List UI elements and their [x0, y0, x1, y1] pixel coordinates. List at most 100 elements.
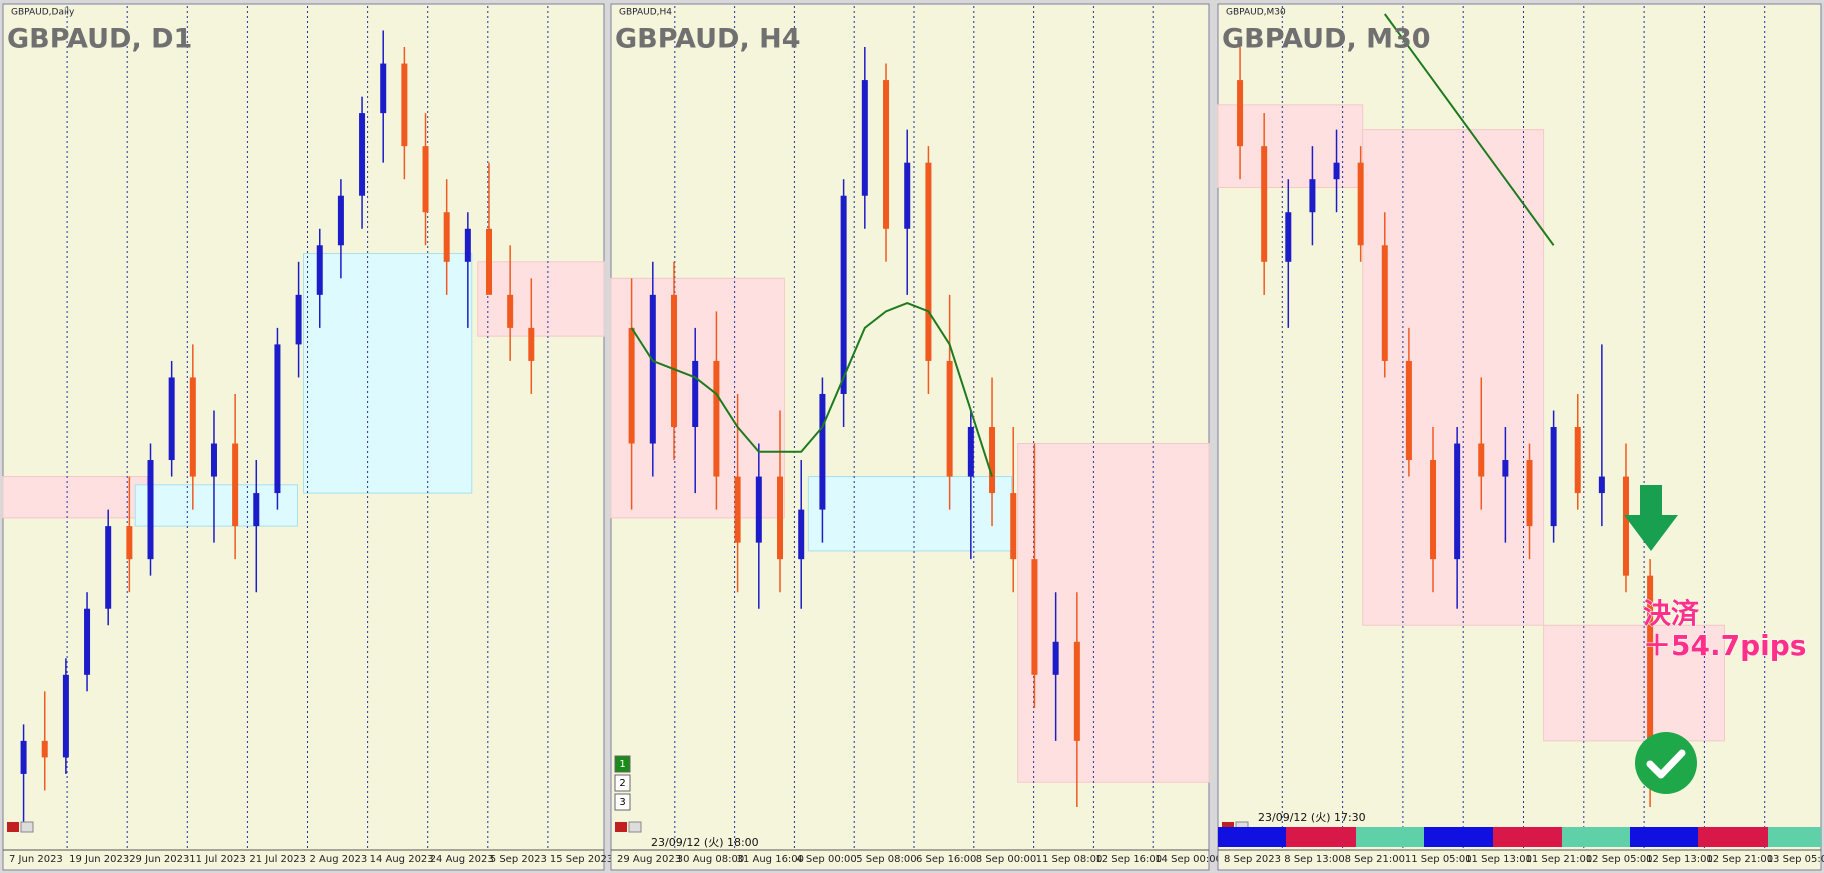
- candle-body: [274, 344, 281, 494]
- candle-body: [422, 146, 429, 213]
- candle-body: [295, 294, 302, 345]
- candle-body: [147, 460, 154, 560]
- candle-body: [1502, 460, 1509, 477]
- candle-body: [232, 443, 239, 527]
- x-axis-label: 12 Sep 16:00: [1095, 854, 1162, 865]
- candle-body: [84, 608, 91, 675]
- zone-box: [1017, 443, 1210, 783]
- x-axis-label: 11 Sep 08:00: [1036, 854, 1103, 865]
- layer-button[interactable]: [614, 793, 631, 811]
- candle-body: [1405, 360, 1412, 461]
- x-axis-label: 11 Jul 2023: [189, 854, 246, 865]
- candle-body: [1574, 427, 1581, 494]
- layer-button-label: 1: [619, 759, 625, 770]
- x-axis-label: 14 Aug 2023: [370, 854, 434, 865]
- candle-body: [904, 162, 911, 229]
- candle-body: [41, 740, 48, 758]
- candle-body: [1550, 427, 1557, 527]
- x-axis-label: 29 Jun 2023: [129, 854, 189, 865]
- candle-body: [946, 360, 953, 477]
- candle-body: [253, 493, 260, 527]
- candle-body: [1478, 443, 1485, 477]
- x-axis-label: 30 Aug 08:00: [677, 854, 744, 865]
- x-axis-label: 4 Sep 00:00: [796, 854, 856, 865]
- candle-body: [671, 294, 678, 427]
- minimize-button[interactable]: [20, 821, 34, 833]
- symbol-label: GBPAUD, H4: [615, 24, 801, 55]
- candle-body: [1526, 460, 1533, 527]
- candle-body: [443, 212, 450, 262]
- check-icon: [1635, 732, 1697, 794]
- candle-body: [1285, 212, 1292, 262]
- candle-body: [1357, 162, 1364, 246]
- candle-body: [1309, 179, 1316, 213]
- candle-body: [819, 393, 826, 510]
- candle-body: [210, 443, 217, 477]
- session-bar: [1493, 827, 1562, 847]
- x-axis-label: 7 Jun 2023: [9, 854, 63, 865]
- candle-body: [401, 63, 408, 147]
- timestamp: 23/09/12 (火) 17:30: [1258, 811, 1366, 824]
- candle-body: [168, 377, 175, 461]
- x-axis-label: 5 Sep 08:00: [856, 854, 916, 865]
- candle-body: [1010, 493, 1017, 560]
- candle-body: [485, 228, 492, 295]
- layer-button[interactable]: [614, 774, 631, 792]
- candle-body: [105, 526, 112, 609]
- candle-body: [1647, 575, 1654, 758]
- session-bar: [1630, 827, 1698, 847]
- symbol-label: GBPAUD, M30: [1222, 24, 1431, 55]
- candle-body: [989, 427, 996, 494]
- candle-body: [1052, 641, 1059, 675]
- x-axis-label: 11 Sep 05:00: [1405, 854, 1472, 865]
- zone-box: [477, 261, 605, 337]
- profit-annotation: 決済: [1643, 597, 1700, 630]
- candle-body: [925, 162, 932, 361]
- candle-body: [755, 476, 762, 543]
- x-axis-label: 8 Sep 00:00: [976, 854, 1036, 865]
- candle-body: [359, 113, 366, 196]
- moving-average: [1383, 13, 1555, 246]
- x-axis-label: 8 Sep 13:00: [1284, 854, 1344, 865]
- candle-body: [713, 360, 720, 477]
- candle-body: [126, 526, 133, 560]
- session-bar: [1698, 827, 1768, 847]
- layer-button[interactable]: [614, 755, 631, 773]
- close-button[interactable]: [615, 822, 627, 832]
- profit-annotation: ＋54.7pips: [1643, 629, 1806, 662]
- x-axis-label: 5 Sep 2023: [490, 854, 547, 865]
- layer-button-label: 3: [619, 797, 625, 808]
- candle-body: [1333, 162, 1340, 180]
- session-bar: [1424, 827, 1493, 847]
- candle-body: [628, 327, 635, 444]
- candle-body: [1031, 559, 1038, 675]
- candle-body: [861, 80, 868, 196]
- x-axis-label: 12 Sep 21:00: [1706, 854, 1773, 865]
- close-button[interactable]: [7, 822, 19, 832]
- panel-title: GBPAUD,M30: [1226, 8, 1286, 18]
- candle-body: [316, 245, 323, 295]
- candle-body: [507, 294, 514, 328]
- zone-box: [807, 476, 1013, 552]
- zone-box: [303, 253, 473, 494]
- x-axis-label: 14 Sep 00:00: [1155, 854, 1222, 865]
- session-bar: [1218, 827, 1286, 847]
- x-axis-label: 11 Sep 21:00: [1526, 854, 1593, 865]
- panel-title: GBPAUD,H4: [619, 8, 672, 18]
- candle-body: [1622, 476, 1629, 576]
- candle-body: [798, 509, 805, 560]
- x-axis-label: 21 Jul 2023: [249, 854, 306, 865]
- sell-arrow: [1624, 485, 1678, 551]
- zone-box: [1362, 129, 1545, 626]
- candle-body: [1237, 80, 1244, 147]
- candle-body: [189, 377, 196, 477]
- x-axis-label: 8 Sep 2023: [1224, 854, 1281, 865]
- candle-body: [528, 327, 535, 361]
- session-bar: [1286, 827, 1356, 847]
- candle-body: [883, 80, 890, 229]
- x-axis-label: 8 Sep 21:00: [1345, 854, 1405, 865]
- check-mark: [1646, 749, 1686, 779]
- minimize-button[interactable]: [628, 821, 642, 833]
- candle-body: [1430, 460, 1437, 560]
- x-axis-label: 19 Jun 2023: [69, 854, 129, 865]
